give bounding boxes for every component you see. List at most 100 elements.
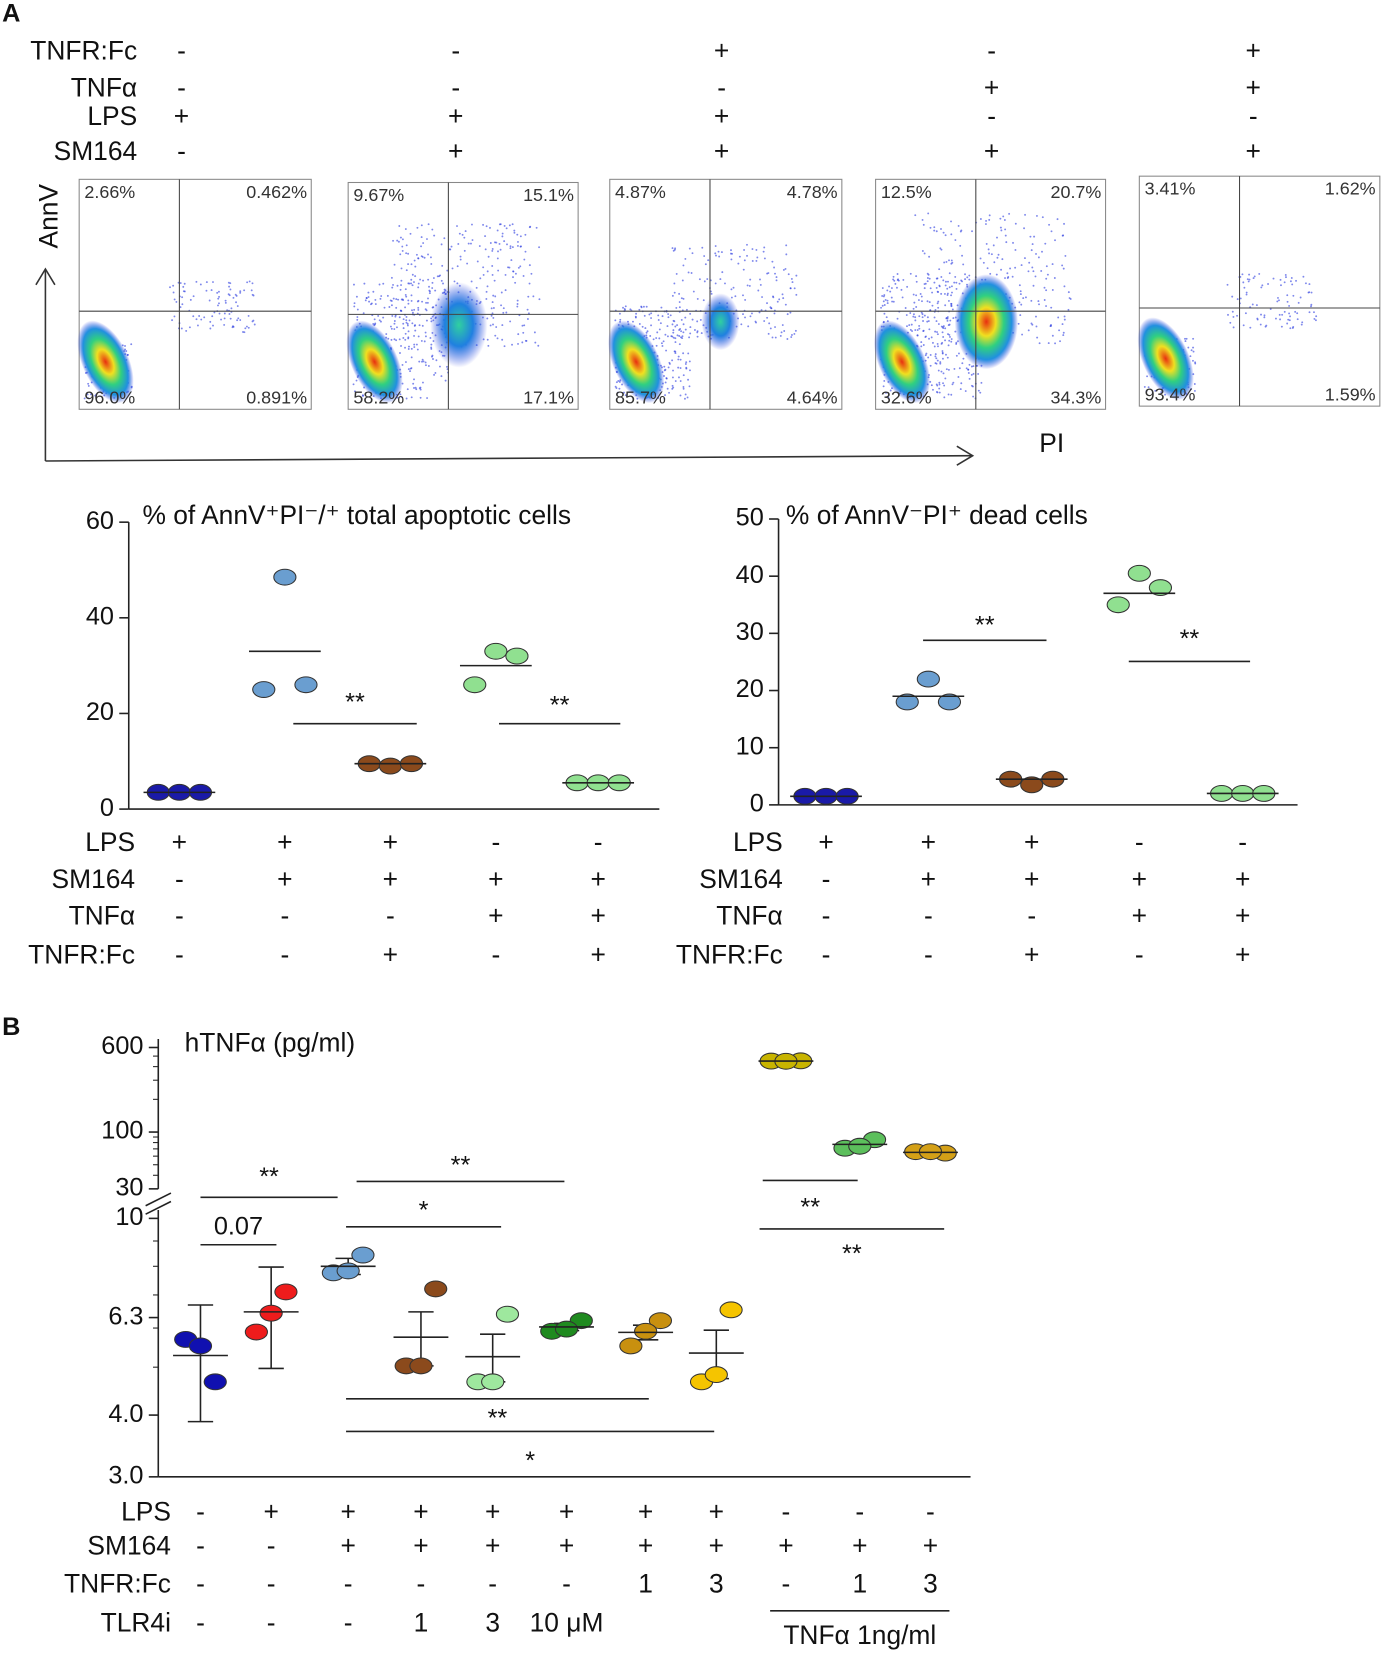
row-value: + <box>488 864 503 894</box>
event-dot <box>404 346 406 349</box>
event-dot <box>999 217 1002 220</box>
event-dot <box>1057 316 1060 319</box>
event-dot <box>1028 261 1031 264</box>
quadrant-label: 9.67% <box>353 185 404 205</box>
event-dot <box>1239 297 1242 300</box>
data-point <box>619 1337 643 1355</box>
event-dot <box>944 377 947 380</box>
event-dot <box>749 315 752 318</box>
event-dot <box>938 387 941 390</box>
row-value: - <box>1135 940 1144 970</box>
event-dot <box>921 250 924 252</box>
event-dot <box>355 379 358 382</box>
event-dot <box>934 330 937 333</box>
event-dot <box>419 278 422 281</box>
event-dot <box>766 316 769 319</box>
event-dot <box>396 326 398 329</box>
event-dot <box>929 364 932 367</box>
event-dot <box>937 291 940 293</box>
event-dot <box>223 317 226 320</box>
row-value: + <box>778 1530 793 1560</box>
event-dot <box>948 259 950 262</box>
event-dot <box>490 307 493 310</box>
event-dot <box>946 294 949 297</box>
event-dot <box>958 352 960 355</box>
event-dot <box>928 255 931 258</box>
event-dot <box>746 254 748 257</box>
event-dot <box>431 281 434 284</box>
event-dot <box>946 287 949 290</box>
event-dot <box>420 236 423 239</box>
event-dot <box>906 325 908 328</box>
event-dot <box>86 393 89 396</box>
event-dot <box>933 345 936 348</box>
event-dot <box>939 362 942 365</box>
event-dot <box>1248 273 1251 276</box>
event-dot <box>232 325 235 328</box>
event-dot <box>641 325 644 328</box>
event-dot <box>940 292 943 295</box>
event-dot <box>1061 264 1064 267</box>
event-dot <box>678 292 681 295</box>
event-dot <box>687 271 690 274</box>
event-dot <box>687 352 690 355</box>
event-dot <box>909 312 912 314</box>
row-label: TLR4i <box>101 1607 171 1637</box>
event-dot <box>1041 250 1043 253</box>
event-dot <box>968 363 971 366</box>
event-dot <box>789 311 792 314</box>
event-dot <box>420 245 423 248</box>
event-dot <box>1236 314 1239 317</box>
event-dot <box>517 266 520 269</box>
event-dot <box>950 220 952 223</box>
event-dot <box>391 286 394 289</box>
event-dot <box>428 292 431 295</box>
event-dot <box>1059 340 1061 343</box>
event-dot <box>688 360 691 363</box>
event-dot <box>932 388 934 391</box>
event-dot <box>1283 310 1286 313</box>
event-dot <box>400 284 402 286</box>
event-dot <box>685 361 688 364</box>
event-dot <box>498 223 501 226</box>
significance-label: ** <box>451 1151 471 1179</box>
event-dot <box>1310 303 1313 306</box>
event-dot <box>1031 243 1034 246</box>
row-value: - <box>196 1568 205 1598</box>
row-value: 3 <box>485 1607 500 1637</box>
event-dot <box>731 252 734 255</box>
row-value: + <box>277 827 292 857</box>
event-dot <box>945 260 948 263</box>
event-dot <box>411 311 414 314</box>
event-dot <box>933 226 936 229</box>
event-dot <box>419 388 422 391</box>
significance-label: ** <box>1180 625 1200 653</box>
event-dot <box>756 256 759 259</box>
event-dot <box>198 315 201 317</box>
event-dot <box>1292 294 1295 297</box>
event-dot <box>930 336 933 339</box>
event-dot <box>200 318 203 321</box>
event-dot <box>785 244 788 247</box>
event-dot <box>242 330 244 333</box>
event-dot <box>124 345 126 347</box>
data-point <box>188 1337 213 1355</box>
event-dot <box>427 223 430 226</box>
event-dot <box>402 337 405 339</box>
event-dot <box>950 285 953 288</box>
event-dot <box>687 378 690 381</box>
event-dot <box>674 341 677 344</box>
event-dot <box>377 314 380 317</box>
event-dot <box>891 300 894 303</box>
row-value: - <box>196 1607 205 1637</box>
event-dot <box>923 252 926 255</box>
event-dot <box>1046 273 1049 276</box>
event-dot <box>476 260 479 263</box>
event-dot <box>1012 241 1014 244</box>
event-dot <box>944 280 947 283</box>
event-dot <box>503 345 506 348</box>
row-value: + <box>383 864 398 894</box>
event-dot <box>1296 312 1299 315</box>
event-dot <box>410 347 413 350</box>
event-dot <box>528 226 531 229</box>
